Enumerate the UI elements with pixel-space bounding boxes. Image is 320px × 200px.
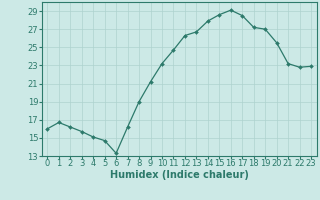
X-axis label: Humidex (Indice chaleur): Humidex (Indice chaleur) [110, 170, 249, 180]
